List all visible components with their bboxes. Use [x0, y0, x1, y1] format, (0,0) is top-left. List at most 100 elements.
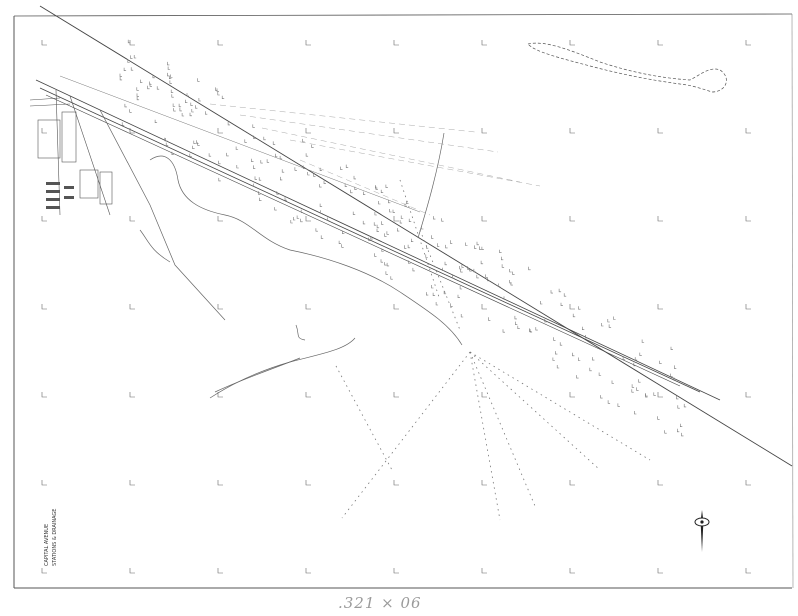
- survey-point: [190, 102, 193, 106]
- survey-point: [205, 111, 208, 115]
- survey-point: [433, 216, 436, 220]
- survey-point: [676, 395, 679, 400]
- survey-point: [404, 203, 407, 207]
- dashed-survey-lines: [209, 103, 541, 216]
- survey-point: [476, 241, 479, 246]
- survey-point: [578, 306, 581, 310]
- survey-point: [169, 80, 172, 84]
- survey-point: [196, 140, 199, 144]
- survey-point: [192, 145, 195, 149]
- survey-point: [381, 221, 384, 225]
- survey-point: [179, 107, 182, 112]
- survey-point: [186, 93, 189, 97]
- survey-point: [450, 240, 453, 244]
- parking-blocks: [46, 182, 74, 209]
- survey-point: [515, 321, 518, 325]
- grid-tick: [129, 392, 135, 398]
- survey-point: [397, 228, 400, 232]
- survey-point: [178, 103, 182, 108]
- survey-point: [198, 98, 201, 102]
- survey-point: [191, 109, 194, 113]
- survey-point: [572, 352, 575, 357]
- survey-point: [171, 151, 174, 155]
- survey-point: [613, 316, 616, 320]
- survey-point: [553, 337, 556, 341]
- grid-tick: [41, 304, 47, 310]
- grid-tick: [305, 392, 311, 398]
- survey-point: [645, 394, 648, 398]
- survey-point: [307, 172, 310, 176]
- survey-point: [608, 324, 612, 328]
- survey-point: [221, 95, 225, 99]
- survey-point: [461, 264, 464, 268]
- survey-point: [274, 207, 277, 211]
- survey-point: [300, 209, 304, 213]
- survey-point: [154, 119, 158, 123]
- survey-point: [576, 375, 579, 379]
- grid-tick: [657, 304, 663, 310]
- survey-point: [280, 176, 283, 181]
- survey-point: [404, 245, 407, 249]
- survey-point: [412, 267, 415, 272]
- survey-point: [386, 262, 390, 267]
- survey-point: [582, 326, 585, 330]
- survey-point: [558, 288, 562, 293]
- survey-point: [384, 233, 387, 237]
- survey-point: [181, 113, 185, 117]
- survey-point: [373, 222, 377, 226]
- survey-point: [680, 423, 683, 427]
- survey-point: [600, 395, 603, 399]
- grid-tick: [393, 392, 399, 398]
- survey-point: [376, 224, 380, 229]
- survey-point: [465, 242, 468, 246]
- grid-tick: [129, 216, 135, 222]
- survey-point: [368, 237, 371, 241]
- survey-point: [127, 39, 131, 44]
- survey-point: [457, 294, 460, 298]
- survey-point: [442, 267, 445, 271]
- survey-point: [501, 264, 505, 268]
- survey-point: [149, 81, 152, 85]
- survey-point: [611, 380, 614, 384]
- survey-point: [275, 153, 278, 158]
- survey-point: [528, 266, 531, 271]
- survey-point: [480, 260, 484, 265]
- grid-tick: [305, 480, 311, 486]
- survey-point: [129, 109, 132, 113]
- survey-point: [443, 290, 447, 295]
- survey-point: [272, 141, 276, 145]
- grid-tick: [217, 304, 223, 310]
- road-corridor: [35, 5, 793, 467]
- survey-point: [473, 268, 476, 273]
- survey-point: [657, 416, 660, 420]
- survey-point: [362, 220, 366, 225]
- survey-point: [437, 243, 440, 247]
- grid-tick: [393, 128, 399, 134]
- radial-dotted-lines: [335, 179, 651, 521]
- grid-tick: [569, 40, 575, 46]
- survey-point: [193, 140, 196, 144]
- survey-point: [450, 303, 453, 307]
- survey-point: [259, 197, 262, 201]
- survey-point: [631, 389, 634, 393]
- survey-point: [572, 313, 576, 318]
- grid-tick: [217, 216, 223, 222]
- grid-tick: [305, 304, 311, 310]
- survey-point: [296, 215, 300, 219]
- survey-point: [488, 317, 491, 321]
- survey-point: [514, 315, 517, 320]
- survey-point: [400, 215, 404, 219]
- survey-point: [164, 137, 167, 142]
- grid-tick: [657, 392, 663, 398]
- survey-point: [388, 199, 391, 204]
- survey-point: [481, 246, 484, 250]
- survey-point: [374, 212, 377, 216]
- survey-point: [173, 108, 176, 112]
- grid-tick: [393, 304, 399, 310]
- grid-tick: [393, 216, 399, 222]
- survey-point: [319, 203, 323, 207]
- grid-tick: [305, 128, 311, 134]
- grid-tick: [305, 216, 311, 222]
- survey-point: [315, 228, 318, 232]
- survey-point: [319, 167, 323, 171]
